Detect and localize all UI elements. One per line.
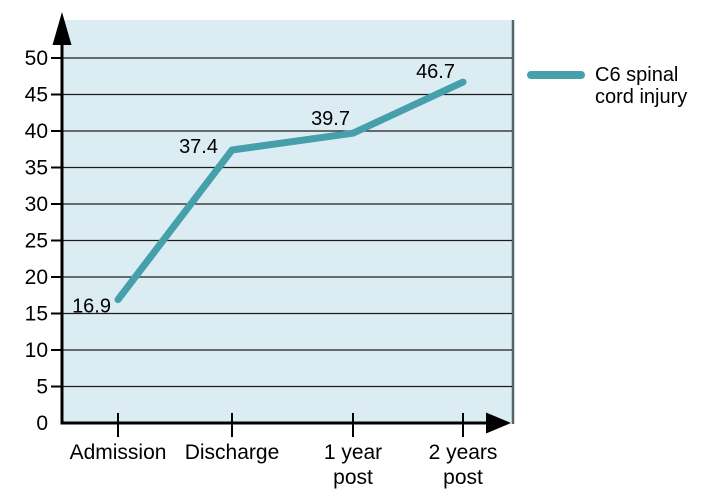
x-tick-label: 2 years — [429, 441, 498, 464]
y-tick-label: 20 — [25, 266, 48, 289]
x-tick-label: Discharge — [185, 441, 280, 464]
y-tick-label: 50 — [25, 47, 48, 70]
y-tick-label: 30 — [25, 193, 48, 216]
y-tick-label: 35 — [25, 157, 48, 180]
y-tick-label: 40 — [25, 120, 48, 143]
x-tick-label: post — [443, 466, 483, 489]
y-tick-label: 10 — [25, 339, 48, 362]
y-tick-label: 0 — [36, 412, 48, 435]
y-axis-arrow — [52, 12, 72, 45]
y-tick-label: 15 — [25, 303, 48, 326]
y-tick-label: 25 — [25, 230, 48, 253]
value-label: 39.7 — [311, 108, 350, 130]
legend-line-swatch — [527, 71, 585, 79]
data-line-c6-spinal-cord-injury — [114, 78, 467, 304]
legend-label: C6 spinal cord injury — [595, 64, 688, 108]
plot-background — [62, 20, 512, 423]
y-tick-label: 45 — [25, 84, 48, 107]
x-axis-arrow — [486, 412, 511, 434]
x-tick-label: post — [333, 466, 373, 489]
value-label: 46.7 — [416, 61, 455, 83]
value-label: 37.4 — [179, 136, 218, 158]
y-tick-label: 5 — [36, 376, 48, 399]
x-tick-label: 1 year — [324, 441, 382, 464]
value-label: 16.9 — [72, 296, 111, 318]
x-tick-label: Admission — [70, 441, 167, 464]
legend: C6 spinal cord injury — [527, 64, 687, 108]
